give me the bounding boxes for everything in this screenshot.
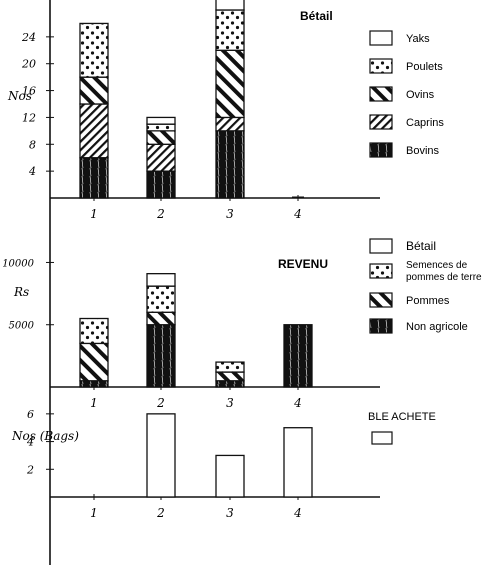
legend-label: Poulets bbox=[406, 61, 443, 73]
x-tick-label: 4 bbox=[293, 396, 302, 410]
x-tick-label: 1 bbox=[90, 396, 98, 410]
bar-segment bbox=[146, 123, 176, 132]
y-tick-label: 20 bbox=[21, 58, 36, 71]
bar-segment bbox=[146, 324, 176, 388]
bar-segment bbox=[146, 311, 176, 326]
x-tick-label: 4 bbox=[293, 207, 302, 221]
bar-segment bbox=[215, 380, 245, 388]
bar-segment bbox=[215, 49, 245, 119]
bar-segment bbox=[79, 157, 109, 199]
x-tick-label: 1 bbox=[90, 506, 98, 520]
bar-segment bbox=[79, 317, 109, 345]
legend-swatch bbox=[369, 318, 393, 334]
y-tick-label: 2 bbox=[26, 463, 34, 476]
y-tick-label: 5000 bbox=[9, 321, 35, 332]
x-tick-label: 2 bbox=[156, 207, 165, 221]
y-tick-label: 4 bbox=[28, 165, 36, 178]
legend-label: Yaks bbox=[406, 33, 430, 45]
legend-label: Pommes bbox=[406, 295, 450, 307]
livestock-panel: 1 2 3 44812162024NosBétailYaksPouletsOvinsC… bbox=[7, 0, 444, 221]
bar-segment bbox=[146, 143, 176, 172]
legend-swatch bbox=[369, 86, 393, 102]
legend-label: BLE ACHETE bbox=[368, 411, 436, 423]
legend-label: Bovins bbox=[406, 145, 440, 157]
y-tick-label: 8 bbox=[29, 138, 36, 151]
x-tick-label: 3 bbox=[226, 506, 234, 520]
bar-segment bbox=[146, 116, 176, 125]
legend-swatch bbox=[369, 114, 393, 130]
legend-swatch bbox=[369, 238, 393, 254]
y-tick-label: 24 bbox=[21, 31, 36, 44]
legend-label: Caprins bbox=[406, 117, 444, 129]
legend-label: Ovins bbox=[406, 89, 435, 101]
bar-segment bbox=[215, 0, 245, 11]
bar-segment bbox=[146, 413, 176, 498]
y-tick-label: 16 bbox=[22, 85, 36, 98]
legend-label: pommes de terre bbox=[406, 272, 482, 283]
bar-segment bbox=[146, 130, 176, 145]
chart-title: Bétail bbox=[300, 9, 333, 23]
bar-segment bbox=[146, 285, 176, 313]
legend-swatch bbox=[369, 58, 393, 74]
bar-segment bbox=[215, 361, 245, 373]
bar-segment bbox=[79, 76, 109, 105]
y-axis-label: Nos (Bags) bbox=[11, 429, 79, 443]
x-tick-label: 3 bbox=[226, 396, 234, 410]
bar-segment bbox=[215, 9, 245, 51]
legend-label: Bétail bbox=[406, 239, 436, 253]
y-axis-label: Nos bbox=[7, 89, 32, 103]
legend-swatch bbox=[369, 292, 393, 308]
bar-segment bbox=[79, 380, 109, 388]
y-tick-label: 4 bbox=[26, 436, 34, 449]
x-tick-label: 2 bbox=[156, 506, 165, 520]
legend-swatch bbox=[371, 431, 393, 445]
bar-segment bbox=[215, 116, 245, 132]
legend-swatch bbox=[369, 142, 393, 158]
legend-label: Non agricole bbox=[406, 321, 468, 333]
bar-segment bbox=[215, 371, 245, 382]
bar-segment bbox=[215, 130, 245, 199]
bar-segment bbox=[283, 427, 313, 498]
bar-segment bbox=[79, 22, 109, 78]
chart-title: REVENU bbox=[278, 257, 328, 271]
legend-swatch bbox=[369, 263, 393, 279]
y-tick-label: 10000 bbox=[2, 258, 34, 269]
x-tick-label: 1 bbox=[90, 207, 98, 221]
income-panel: 1 2 3 4 5000 10000 Rs REVENU Bétail Semences depo… bbox=[2, 238, 482, 410]
wheat-panel: 1 2 3 4 2 4 6 Nos (Bags) BLE ACHETE bbox=[11, 408, 436, 520]
x-tick-label: 3 bbox=[226, 207, 234, 221]
legend-swatch bbox=[369, 30, 393, 46]
bar-segment bbox=[79, 342, 109, 382]
bar-segment bbox=[79, 103, 109, 159]
bar-segment bbox=[146, 170, 176, 199]
y-tick-label: 6 bbox=[27, 408, 34, 421]
legend-label: Semences de bbox=[406, 260, 468, 271]
bar-segment bbox=[283, 324, 313, 388]
y-tick-label: 12 bbox=[22, 111, 36, 124]
bar-segment bbox=[215, 454, 245, 498]
bar-segment bbox=[146, 273, 176, 287]
x-tick-label: 2 bbox=[156, 396, 165, 410]
y-axis-label: Rs bbox=[13, 285, 29, 299]
x-tick-label: 4 bbox=[293, 506, 302, 520]
